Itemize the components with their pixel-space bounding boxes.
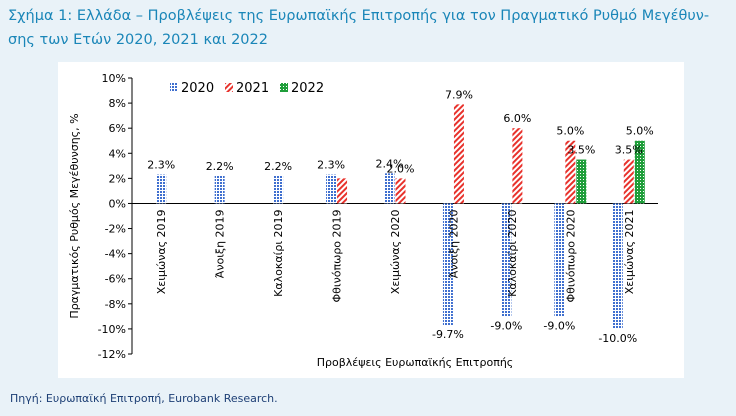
legend-label-2020: 2020 [181,81,214,96]
data-label: 6.0% [503,112,531,125]
bar-2021 [337,178,348,204]
bar-2022 [576,159,587,204]
legend-swatch-2021 [225,83,233,92]
y-tick-label: -4% [105,248,126,261]
data-label: -9.0% [543,319,575,332]
category-label: Άνοιξη 2020 [447,209,460,278]
bar-2020 [156,174,167,204]
bar-2020 [214,175,225,204]
category-label: Χειμώνας 2020 [389,209,402,294]
bar-2021 [395,178,406,204]
bar-2020 [554,203,565,317]
data-label: -9.7% [432,328,464,341]
data-label: 3.5% [567,144,595,157]
category-label: Φθινόπωρο 2019 [331,209,344,302]
source-note: Πηγή: Ευρωπαϊκή Επιτροπή, Eurobank Resea… [10,392,278,405]
data-label: 2.4% [376,157,404,170]
data-label: 5.0% [626,125,654,138]
category-label: Χειμώνας 2019 [155,209,168,294]
data-label: 2.3% [147,159,175,172]
chart-panel: -12% -10% -8% -6% -4% -2% 0% 2% 4% 6% 8% 10% Πραγματ… [58,62,684,378]
y-tick-label: 6% [109,122,126,135]
y-tick-label: -12% [98,348,126,361]
data-label: -10.0% [598,332,637,345]
x-axis-title: Προβλέψεις Ευρωπαϊκής Επιτροπής [317,356,514,369]
data-label: 5.0% [556,125,584,138]
bar-2020 [273,175,284,204]
category-label: Φθινόπωρο 2020 [564,209,577,302]
bar-2021 [453,104,464,204]
bar-2021 [565,140,576,204]
bar-2020 [384,173,395,204]
bar-2020 [501,203,512,317]
legend-swatch-2020 [170,83,178,92]
bar-chart: -12% -10% -8% -6% -4% -2% 0% 2% 4% 6% 8% 10% Πραγματ… [68,72,658,369]
legend-label-2022: 2022 [291,81,324,96]
category-label: Καλοκαίρι 2019 [272,209,285,296]
y-tick-label: 4% [109,147,126,160]
bar-2022 [634,140,645,204]
y-tick-label: 10% [102,72,126,85]
category-label: Άνοιξη 2019 [214,209,227,278]
y-tick-label: -8% [105,298,126,311]
legend-swatch-2022 [280,83,288,92]
y-tick-label: 0% [109,197,126,210]
category-label: Καλοκαίρι 2020 [506,209,519,296]
y-tick-label: 2% [109,172,126,185]
bar-2021 [623,159,634,204]
y-tick-label: -6% [105,273,126,286]
bar-2020 [442,203,453,326]
y-tick-label: -2% [105,223,126,236]
y-tick-label: 8% [109,97,126,110]
bar-2021 [512,128,523,204]
bar-2020 [612,203,623,329]
data-label: -9.0% [490,319,522,332]
data-label: 2.2% [264,160,292,173]
y-tick-label: -10% [98,323,126,336]
bar-2020 [326,174,337,204]
y-axis-title: Πραγματικός Ρυθμός Μεγέθυνσης, % [68,113,81,318]
data-label: 7.9% [445,88,473,101]
figure-title: Σχήμα 1: Ελλάδα – Προβλέψεις της Ευρωπαϊ… [8,8,710,48]
data-label: 3.5% [615,144,643,157]
legend-label-2021: 2021 [236,81,269,96]
data-label: 2.0% [387,162,415,175]
data-label: 2.3% [317,159,345,172]
data-label: 2.2% [206,160,234,173]
category-label: Χειμώνας 2021 [623,209,636,294]
